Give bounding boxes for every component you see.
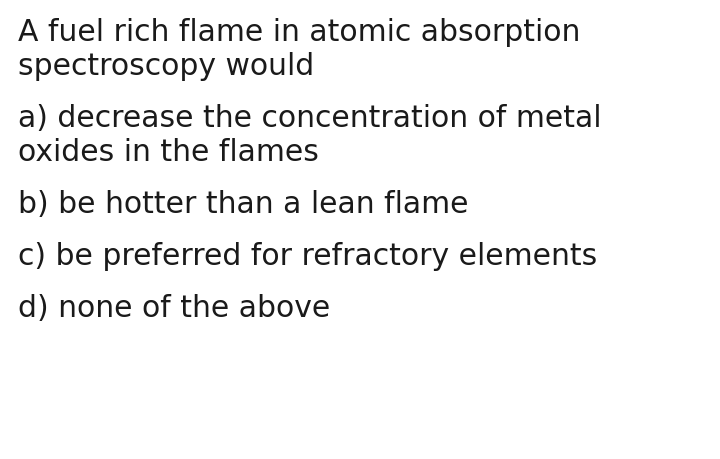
Text: spectroscopy would: spectroscopy would — [18, 52, 314, 81]
Text: d) none of the above: d) none of the above — [18, 293, 330, 322]
Text: oxides in the flames: oxides in the flames — [18, 138, 319, 167]
Text: a) decrease the concentration of metal: a) decrease the concentration of metal — [18, 104, 601, 133]
Text: A fuel rich flame in atomic absorption: A fuel rich flame in atomic absorption — [18, 18, 580, 47]
Text: c) be preferred for refractory elements: c) be preferred for refractory elements — [18, 241, 598, 270]
Text: b) be hotter than a lean flame: b) be hotter than a lean flame — [18, 190, 469, 218]
